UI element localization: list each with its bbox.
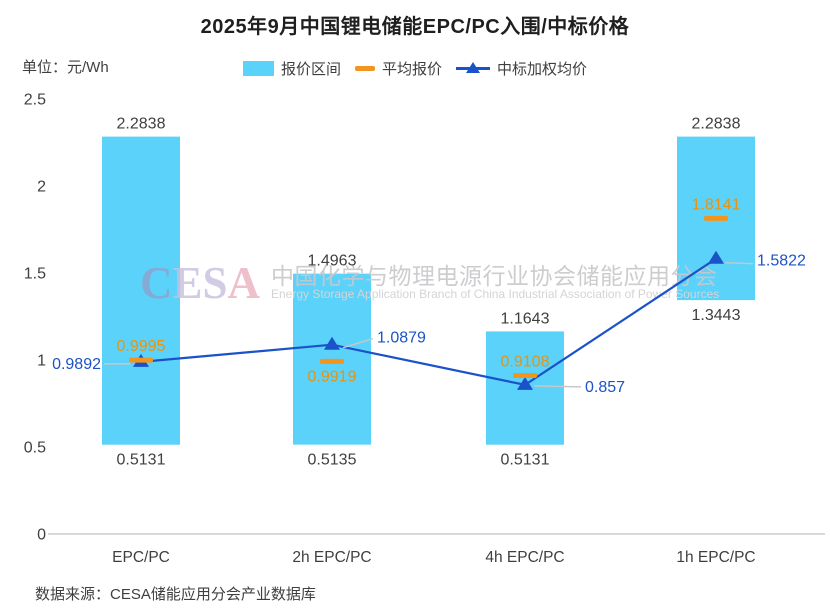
weighted-average-label: 1.5822 — [757, 253, 806, 270]
range-bar-swatch-icon — [242, 60, 274, 76]
legend-item-price-range: 报价区间 — [242, 58, 341, 79]
weighted-average-label: 0.9892 — [52, 356, 101, 373]
average-dash-marker-2 — [320, 358, 344, 364]
x-axis-category-label: 1h EPC/PC — [676, 549, 755, 566]
y-axis-tick-label: 0.5 — [24, 440, 46, 457]
watermark-cn-text: 中国化学与物理电源行业协会储能应用分会 — [271, 263, 718, 289]
data-source-note: 数据来源：CESA储能应用分会产业数据库 — [35, 586, 316, 603]
y-axis-tick-label: 1 — [37, 353, 46, 370]
legend-item-label: 中标加权均价 — [497, 60, 588, 78]
label-leader-line-3 — [533, 385, 582, 388]
triangle-marker-2 — [324, 336, 340, 350]
bar-max-label: 2.2838 — [692, 116, 741, 133]
triangle-marker-4 — [708, 250, 724, 264]
legend-item-average-price: 平均报价 — [354, 58, 442, 79]
average-dash-marker-1 — [129, 357, 153, 363]
weighted-average-label: 0.857 — [585, 379, 625, 396]
average-price-label: 0.9995 — [117, 338, 166, 355]
range-bar-1 — [102, 136, 180, 445]
y-axis-tick-label: 0 — [37, 527, 46, 544]
bar-max-label: 1.1643 — [501, 310, 550, 327]
legend-item-label: 平均报价 — [381, 60, 442, 78]
bar-min-label: 0.5131 — [501, 452, 550, 469]
y-axis-tick-label: 1.5 — [24, 266, 46, 283]
watermark-cesa-logo: CESA — [140, 258, 261, 308]
average-dash-marker-4 — [704, 215, 728, 221]
legend-item-label: 报价区间 — [280, 60, 341, 78]
weighted-average-line — [140, 257, 717, 387]
bar-max-label: 2.2838 — [117, 116, 166, 133]
x-axis-category-label: 4h EPC/PC — [485, 549, 564, 566]
average-dash-marker-3 — [513, 373, 537, 379]
average-price-label: 0.9919 — [308, 368, 357, 385]
label-leader-line-2 — [342, 338, 374, 349]
unit-label: 单位：元/Wh — [22, 59, 109, 76]
average-price-label: 1.8141 — [692, 196, 741, 213]
line-triangle-swatch-icon — [456, 61, 490, 75]
bar-min-label: 0.5135 — [308, 452, 357, 469]
x-axis-category-label: EPC/PC — [112, 549, 170, 566]
bar-min-label: 0.5131 — [117, 452, 166, 469]
average-price-label: 0.9108 — [501, 354, 550, 371]
legend-item-weighted-average: 中标加权均价 — [456, 58, 587, 79]
triangle-marker-3 — [517, 376, 533, 390]
bar-max-label: 1.4963 — [308, 253, 357, 270]
chart-title: 2025年9月中国锂电储能EPC/PC入围/中标价格 — [200, 16, 630, 38]
weighted-average-label: 1.0879 — [377, 330, 426, 347]
watermark-en-text: Energy Storage Application Branch of Chi… — [271, 287, 719, 301]
y-axis-tick-label: 2 — [37, 179, 46, 196]
chart-legend: 报价区间 平均报价 中标加权均价 — [0, 57, 830, 79]
x-axis-category-label: 2h EPC/PC — [292, 549, 371, 566]
dash-marker-swatch-icon — [354, 65, 375, 71]
y-axis-tick-label: 2.5 — [24, 92, 46, 109]
label-leader-line-4 — [724, 261, 754, 265]
bar-min-label: 1.3443 — [692, 307, 741, 324]
